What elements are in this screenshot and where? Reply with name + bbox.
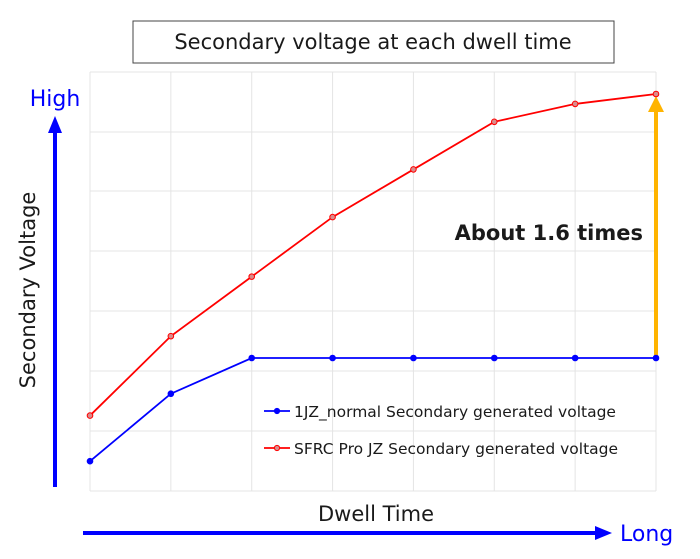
series-sfrc-pro-jz-point [571, 100, 579, 108]
legend-item-sfrc-pro-jz-label: SFRC Pro JZ Secondary generated voltage [294, 440, 618, 458]
grid [89, 71, 657, 492]
series-sfrc-pro-jz-point [167, 332, 175, 340]
series-1jz-normal-point [248, 354, 256, 362]
title-box [132, 20, 615, 64]
chart-title: Secondary voltage at each dwell time [174, 30, 571, 54]
y-axis-high-label: High [30, 87, 81, 112]
series-sfrc-pro-jz-line [89, 93, 657, 417]
legend-item-sfrc-pro-jz-swatch-marker [273, 444, 281, 452]
y-axis-arrow-head [48, 116, 62, 133]
legend-item-1jz-normal-swatch-marker [273, 407, 281, 415]
series-sfrc-pro-jz-point [652, 90, 660, 98]
y-axis-title: Secondary Voltage [16, 192, 40, 389]
series-1jz-normal-point [410, 354, 417, 362]
legend: 1JZ_normal Secondary generated voltage SF… [264, 403, 618, 458]
series-1jz-normal-line [89, 357, 656, 462]
series-1jz-normal [86, 354, 660, 465]
annotation-layer [648, 96, 664, 359]
x-axis-title: Dwell Time [318, 502, 434, 526]
series-sfrc-pro-jz-point [410, 166, 417, 173]
series-sfrc-pro-jz-point [86, 412, 94, 419]
series-sfrc-pro-jz [86, 90, 660, 419]
series-1jz-normal-point [652, 354, 660, 362]
series-1jz-normal-point [490, 354, 498, 362]
x-axis-long-label: Long [620, 522, 673, 547]
x-axis-arrow-head [595, 526, 612, 540]
series-1jz-normal-point [571, 354, 579, 362]
series-sfrc-pro-jz-point [329, 213, 336, 221]
series-1jz-normal-point [329, 354, 336, 362]
series-1jz-normal-point [167, 390, 175, 398]
series-sfrc-pro-jz-point [490, 118, 498, 126]
series-sfrc-pro-jz-point [248, 273, 256, 280]
series-layer [86, 90, 660, 465]
annotation-arrow-head [648, 96, 664, 112]
series-1jz-normal-point [86, 457, 94, 465]
legend-item-1jz-normal-label: 1JZ_normal Secondary generated voltage [294, 403, 616, 422]
annotation-label: About 1.6 times [455, 221, 643, 245]
